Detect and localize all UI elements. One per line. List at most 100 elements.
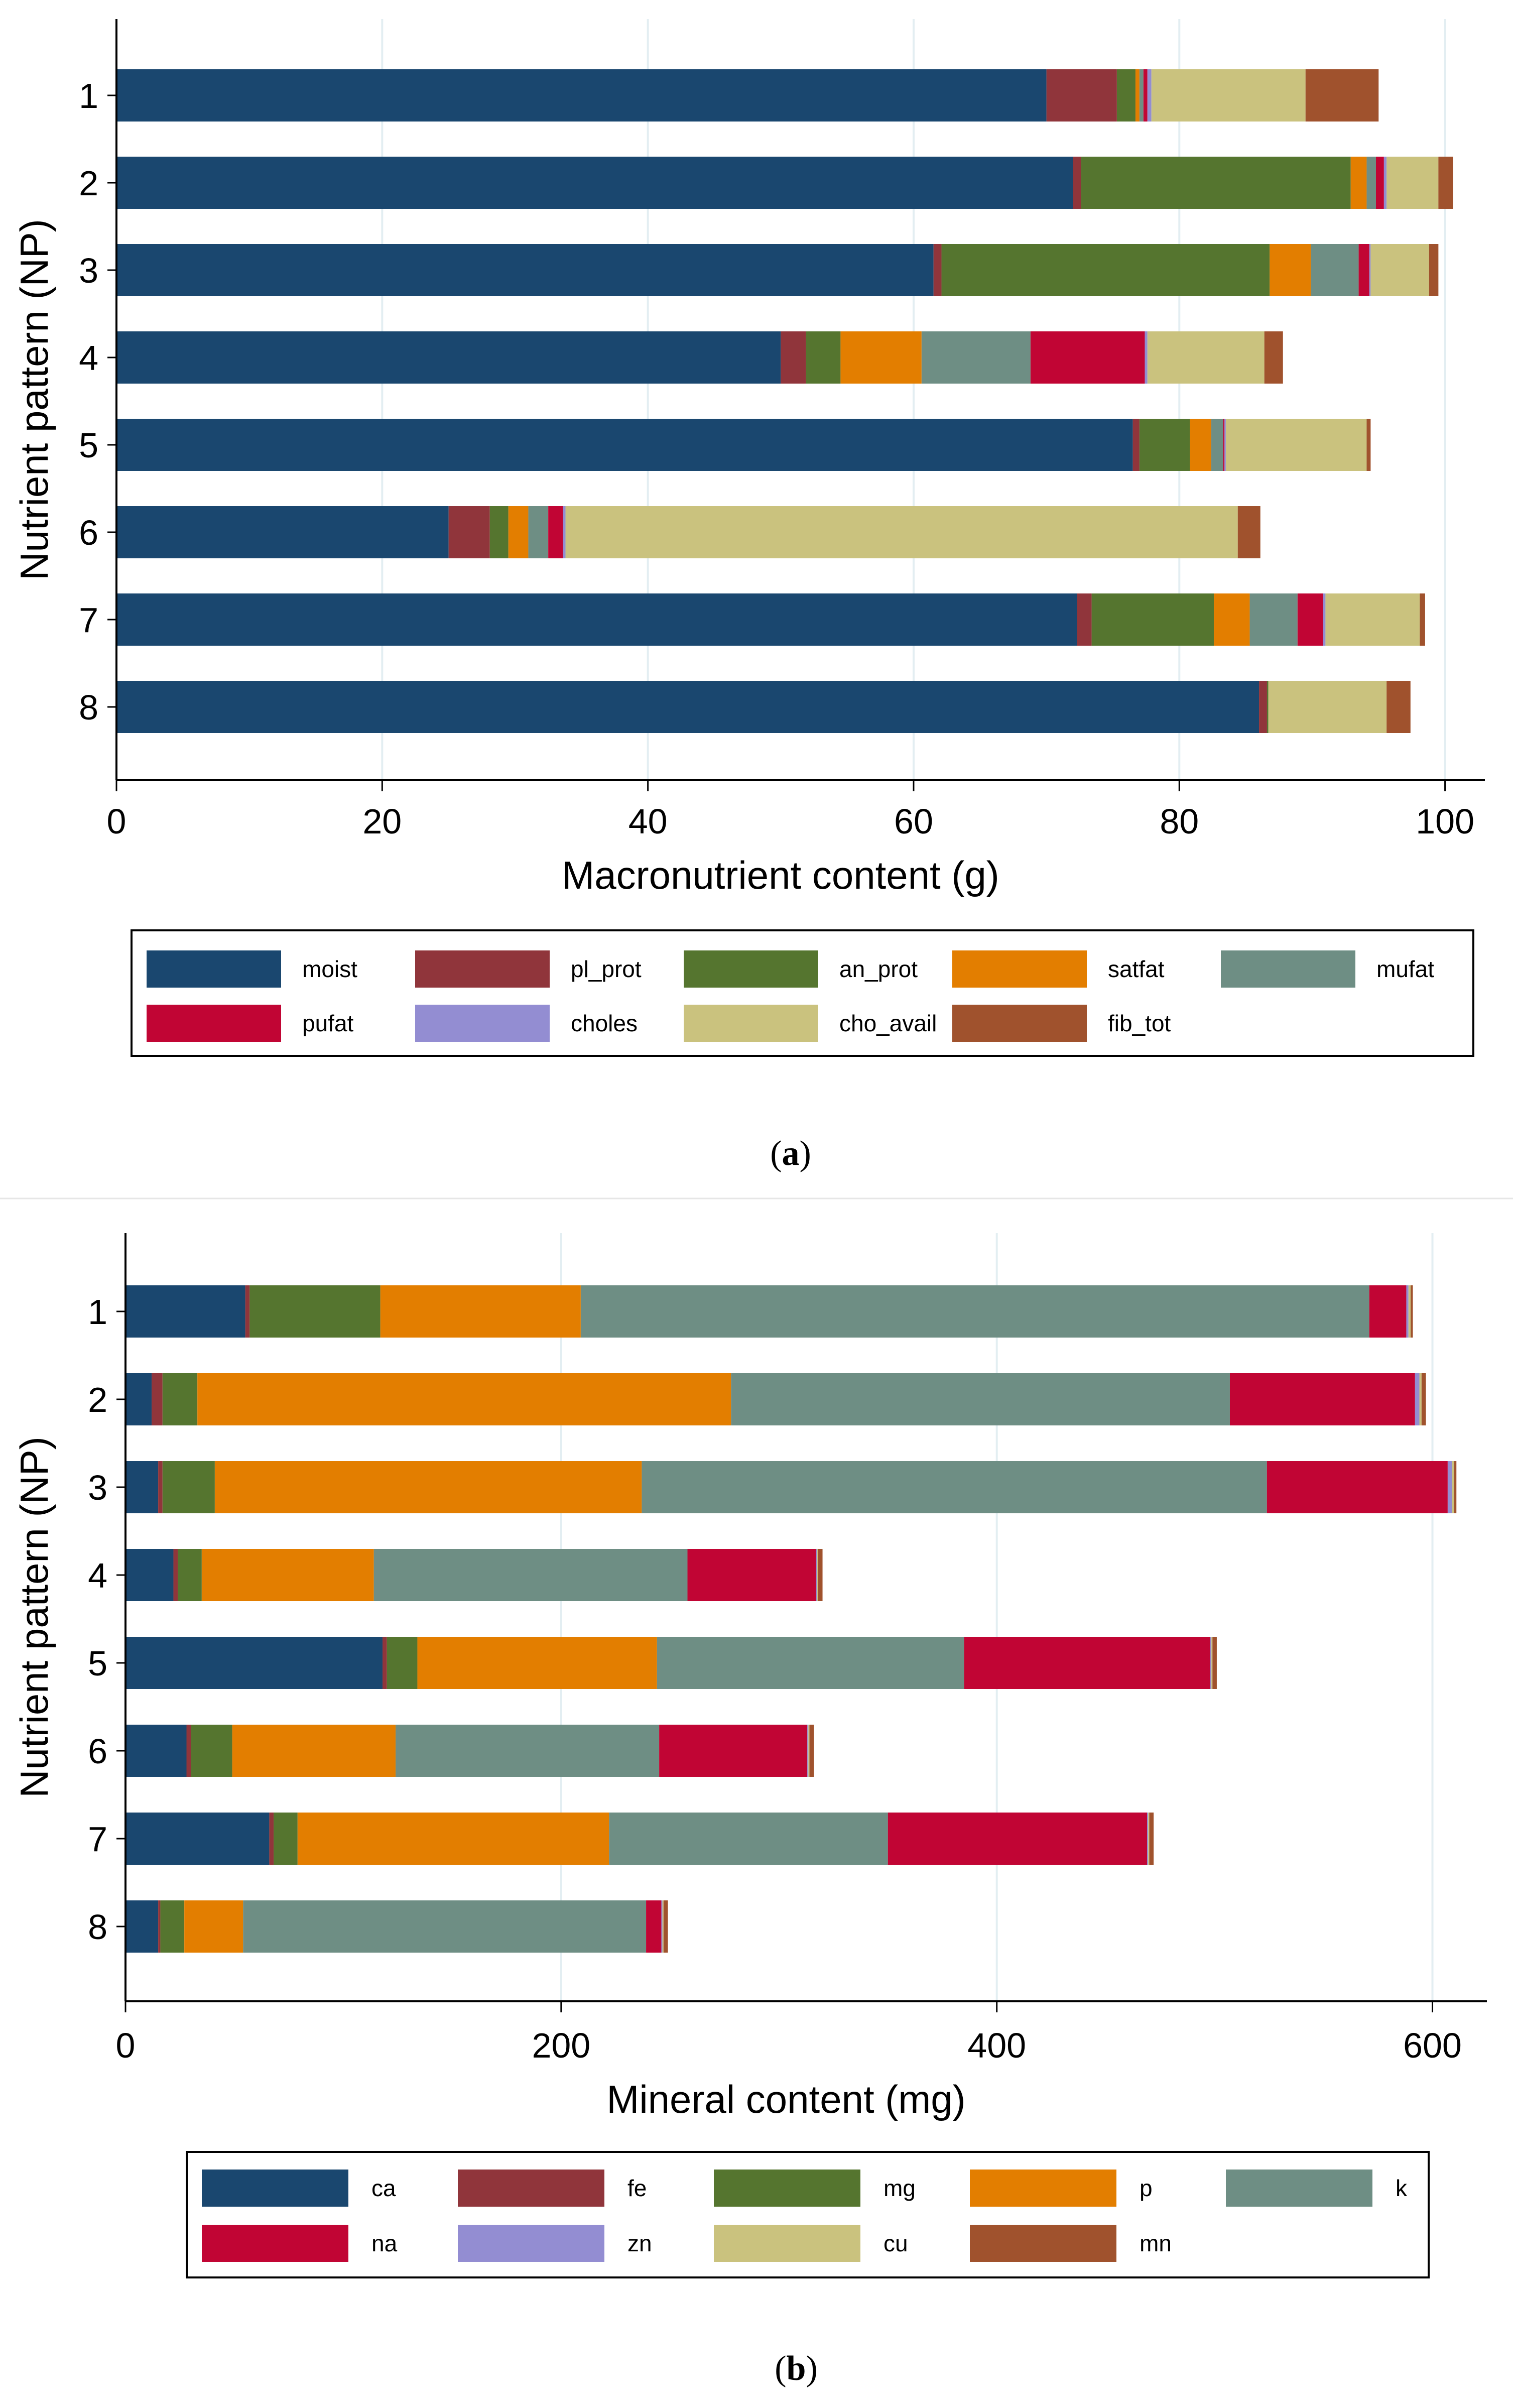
bar-segment-choles-np7 [1323,593,1326,646]
y-tick-label: 1 [79,76,98,115]
bar-segment-fe-np7 [269,1813,274,1865]
bar-segment-cho_avail-np7 [1325,593,1420,646]
y-tick-label: 5 [79,426,98,465]
bar-segment-mufat-np6 [528,506,549,558]
bar-segment-an_prot-np5 [1139,419,1190,471]
bar-segment-zn-np5 [1210,1637,1212,1689]
y-tick-label: 8 [88,1907,107,1947]
bar-segment-pl_prot-np1 [1046,69,1117,122]
legend-swatch-an_prot [684,950,818,988]
bar-segment-mufat-np5 [1211,419,1223,471]
y-axis-title: Nutrient pattern (NP) [12,1436,56,1798]
y-tick-label: 6 [88,1732,107,1771]
legend-label-ca: ca [371,2175,396,2201]
legend-label-pl_prot: pl_prot [571,956,642,982]
legend-swatch-na [202,2225,348,2262]
bar-segment-moist-np8 [116,681,1259,733]
legend-swatch-pl_prot [415,950,550,988]
bar-segment-pufat-np7 [1297,593,1323,646]
bar-segment-pl_prot-np7 [1077,593,1092,646]
bar-segment-p-np4 [201,1549,374,1601]
legend-swatch-ca [202,2170,348,2207]
bar-segment-fib_tot-np5 [1366,419,1371,471]
bar-segment-cu-np6 [808,1725,810,1777]
bar-segment-mn-np4 [818,1549,823,1601]
legend-swatch-satfat [952,950,1087,988]
bar-segment-mg-np2 [162,1373,198,1425]
bar-segment-pufat-np2 [1375,157,1384,209]
bar-segment-pl_prot-np6 [448,506,490,558]
legend-label-an_prot: an_prot [839,956,918,982]
bar-segment-mufat-np4 [921,331,1031,384]
y-tick-label: 1 [88,1292,107,1332]
bar-segment-moist-np6 [116,506,449,558]
bar-segment-cho_avail-np3 [1370,244,1429,296]
y-tick-label: 2 [79,164,98,203]
bar-segment-satfat-np1 [1135,69,1140,122]
bar-segment-choles-np4 [1145,331,1148,384]
bar-segment-p-np7 [297,1813,609,1865]
legend-label-mufat: mufat [1376,956,1434,982]
legend-label-p: p [1140,2175,1153,2201]
legend-swatch-cu [714,2225,860,2262]
legend-swatch-pufat [147,1005,281,1042]
x-tick-label: 200 [532,2026,590,2065]
legend-swatch-moist [147,950,281,988]
bar-segment-zn-np4 [816,1549,817,1601]
bar-segment-pufat-np5 [1223,419,1225,471]
bar-segment-mufat-np1 [1139,69,1144,122]
bar-segment-mg-np5 [387,1637,418,1689]
legend-swatch-mufat [1221,950,1355,988]
bar-segment-k-np6 [396,1725,660,1777]
bar-segment-zn-np6 [807,1725,809,1777]
bar-segment-cu-np2 [1419,1373,1422,1425]
legend-label-fib_tot: fib_tot [1108,1010,1171,1036]
legend-label-k: k [1396,2175,1408,2201]
x-tick-label: 40 [628,802,668,841]
legend-swatch-mg [714,2170,860,2207]
bar-segment-mn-np6 [809,1725,814,1777]
bar-segment-an_prot-np6 [489,506,509,558]
bar-segment-mg-np7 [274,1813,298,1865]
bar-segment-pufat-np6 [548,506,563,558]
bar-segment-mg-np1 [249,1285,381,1338]
x-tick-label: 80 [1160,802,1199,841]
bar-segment-na-np7 [888,1813,1148,1865]
bar-segment-choles-np2 [1383,157,1387,209]
bar-segment-mg-np3 [162,1461,215,1513]
bar-segment-fib_tot-np7 [1420,593,1425,646]
bar-segment-k-np2 [731,1373,1230,1425]
x-tick-label: 0 [116,2026,136,2065]
bar-segment-mn-np1 [1411,1285,1413,1338]
legend-label-zn: zn [627,2230,652,2256]
bar-segment-moist-np7 [116,593,1077,646]
bar-segment-p-np8 [184,1900,243,1953]
bar-segment-cho_avail-np1 [1151,69,1306,122]
x-tick-label: 100 [1416,802,1474,841]
bar-segment-fe-np4 [173,1549,178,1601]
bar-segment-fib_tot-np1 [1305,69,1379,122]
bar-segment-moist-np1 [116,69,1047,122]
legend-swatch-zn [458,2225,604,2262]
bar-segment-choles-np1 [1147,69,1152,122]
bar-segment-pl_prot-np4 [781,331,806,384]
x-tick-label: 60 [894,802,933,841]
legend-label-na: na [371,2230,398,2256]
x-axis-title: Macronutrient content (g) [562,853,999,897]
bar-segment-k-np3 [642,1461,1267,1513]
bar-segment-mn-np3 [1454,1461,1457,1513]
bar-segment-fib_tot-np2 [1438,157,1453,209]
bar-segment-na-np6 [659,1725,808,1777]
bar-segment-moist-np5 [116,419,1133,471]
bar-segment-ca-np6 [125,1725,187,1777]
bar-segment-an_prot-np8 [1267,681,1269,733]
bar-segment-choles-np6 [563,506,566,558]
legend-swatch-fe [458,2170,604,2207]
bar-segment-pl_prot-np2 [1073,157,1081,209]
bar-segment-cu-np4 [817,1549,818,1601]
bar-segment-satfat-np6 [508,506,529,558]
bar-segment-pufat-np4 [1030,331,1145,384]
bar-segment-k-np4 [373,1549,688,1601]
